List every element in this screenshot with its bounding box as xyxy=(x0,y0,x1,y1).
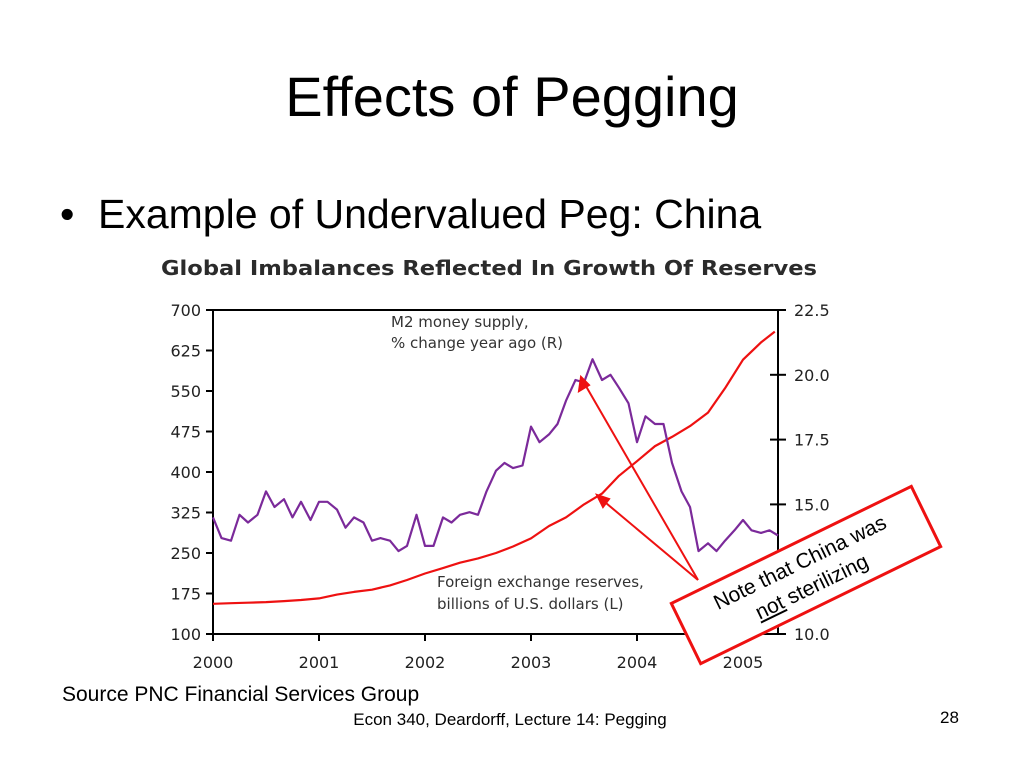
source-note: Source PNC Financial Services Group xyxy=(62,683,420,706)
left-tick-label: 325 xyxy=(170,504,201,523)
arrow-head-m2 xyxy=(577,374,591,393)
left-axis: 100 175 250 325 400 475 550 625 700 xyxy=(170,301,213,644)
series-layer xyxy=(211,330,779,605)
page-number: 28 xyxy=(940,708,959,727)
arrow-to-m2-peak xyxy=(582,380,699,581)
left-tick-label: 175 xyxy=(170,585,201,604)
left-tick-label: 700 xyxy=(170,301,201,320)
left-tick-label: 475 xyxy=(170,423,201,442)
x-tick-label: 2000 xyxy=(193,653,234,672)
right-tick-label: 17.5 xyxy=(794,431,830,450)
left-tick-label: 550 xyxy=(170,382,201,401)
left-tick-label: 100 xyxy=(170,625,201,644)
x-tick-label: 2002 xyxy=(405,653,446,672)
x-tick-label: 2001 xyxy=(299,653,340,672)
bullet-dot: • xyxy=(60,191,75,237)
right-tick-label: 10.0 xyxy=(794,625,830,644)
fx-series-label-line2: billions of U.S. dollars (L) xyxy=(437,595,624,613)
footer-text: Econ 340, Deardorff, Lecture 14: Pegging xyxy=(353,710,667,729)
x-axis: 2000 2001 2002 2003 2004 2005 xyxy=(193,634,764,672)
right-tick-label: 20.0 xyxy=(794,366,830,385)
right-tick-label: 15.0 xyxy=(794,495,830,514)
x-tick-label: 2005 xyxy=(723,653,764,672)
left-tick-label: 400 xyxy=(170,463,201,482)
arrow-to-reserves xyxy=(599,497,699,581)
m2-series-label-line1: M2 money supply, xyxy=(391,313,529,331)
left-tick-label: 625 xyxy=(170,342,201,361)
x-tick-label: 2003 xyxy=(511,653,552,672)
m2-series-label-line2: % change year ago (R) xyxy=(391,334,563,352)
reserves-line xyxy=(212,330,776,605)
m2-line xyxy=(211,358,779,553)
x-tick-label: 2004 xyxy=(617,653,658,672)
fx-series-label-line1: Foreign exchange reserves, xyxy=(437,573,644,591)
right-tick-label: 22.5 xyxy=(794,301,830,320)
slide-title: Effects of Pegging xyxy=(285,65,739,128)
left-tick-label: 250 xyxy=(170,544,201,563)
chart-title: Global Imbalances Reflected In Growth Of… xyxy=(161,256,817,280)
callout-arrows xyxy=(577,374,699,581)
bullet-item: • Example of Undervalued Peg: China xyxy=(60,188,761,240)
bullet-text: Example of Undervalued Peg: China xyxy=(98,191,762,237)
arrow-head-reserves xyxy=(595,493,611,509)
